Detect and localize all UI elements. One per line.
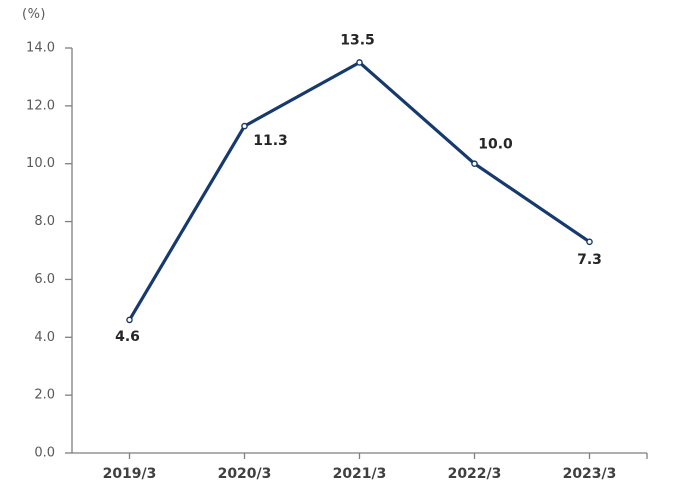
y-tick-label: 10.0 — [26, 156, 55, 171]
data-point-marker — [241, 122, 248, 130]
x-tick-label: 2022/3 — [448, 466, 502, 482]
x-tick-label: 2020/3 — [218, 466, 272, 482]
y-tick-label: 12.0 — [26, 98, 55, 113]
y-tick-label: 6.0 — [34, 272, 55, 287]
y-tick-label: 0.0 — [34, 446, 55, 461]
y-tick-label: 4.0 — [34, 330, 55, 345]
data-point-marker — [471, 160, 478, 168]
data-point-marker — [356, 59, 363, 66]
data-point-marker — [586, 238, 593, 246]
y-tick-label: 8.0 — [34, 214, 55, 229]
x-tick-label: 2023/3 — [563, 466, 617, 482]
y-axis-unit-label: (%) — [22, 7, 46, 22]
series-line — [127, 60, 592, 322]
y-tick-label: 14.0 — [26, 41, 55, 56]
x-tick-label: 2019/3 — [103, 466, 157, 482]
data-label: 7.3 — [577, 252, 602, 268]
y-tick-label: 2.0 — [34, 388, 55, 403]
data-label: 13.5 — [340, 32, 375, 48]
data-label: 10.0 — [478, 137, 513, 153]
data-label: 11.3 — [253, 133, 288, 149]
data-label: 4.6 — [115, 329, 140, 345]
x-tick-label: 2021/3 — [333, 466, 387, 482]
data-point-marker — [126, 316, 133, 324]
